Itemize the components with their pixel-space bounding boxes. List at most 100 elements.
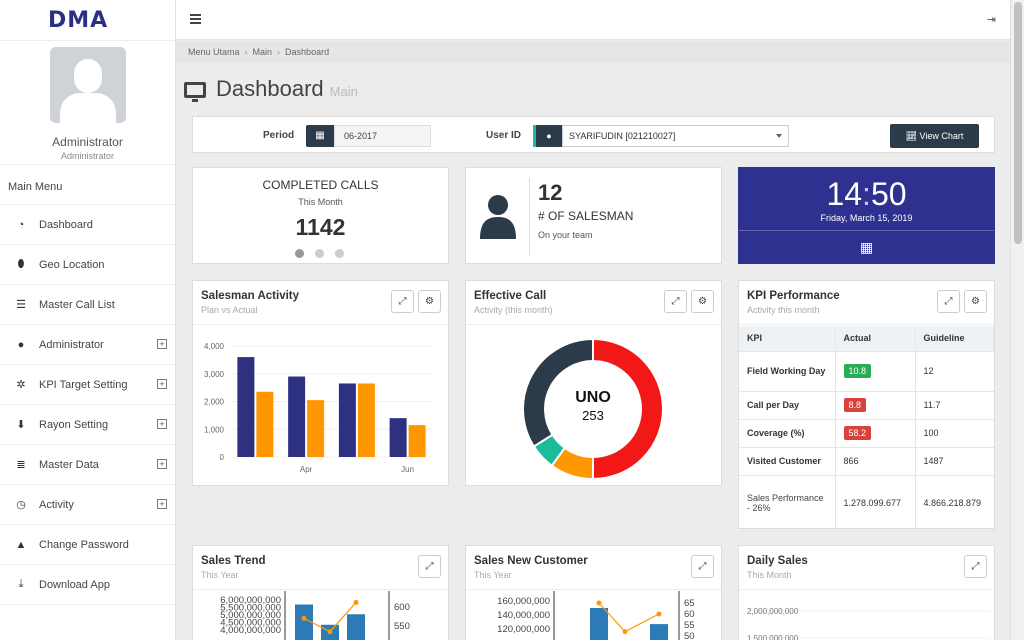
page-scrollbar[interactable] — [1010, 0, 1024, 640]
bar — [256, 391, 274, 457]
panel-title: Salesman Activity — [201, 290, 300, 302]
expand-plus-icon[interactable]: + — [157, 339, 167, 349]
kpi-name: Sales Performance - 26% — [739, 475, 836, 532]
breadcrumb-item[interactable]: Main — [252, 47, 273, 57]
sidebar-item-dashboard[interactable]: ◔ Dashboard — [0, 205, 175, 245]
expand-icon[interactable]: ⤢ — [691, 555, 714, 578]
expand-icon[interactable]: ⤢ — [964, 555, 987, 578]
carousel-dot[interactable] — [295, 249, 304, 258]
donut-center-title: UNO — [575, 389, 611, 406]
sidebar-item-label: Activity — [39, 498, 74, 511]
sidebar-item-master-call-list[interactable]: ☰ Master Call List — [0, 285, 175, 325]
expand-icon[interactable]: ⤢ — [418, 555, 441, 578]
expand-icon[interactable]: ⤢ — [937, 290, 960, 313]
breadcrumb: Menu Utama › Main › Dashboard — [176, 41, 1010, 63]
sidebar-item-administrator[interactable]: ● Administrator + — [0, 325, 175, 365]
kpi-guideline: 4.866.218.879 — [915, 475, 994, 532]
salesman-activity-chart: 0 1,000 2,000 3,000 4,000 Apr Jun — [204, 342, 433, 474]
kpi-actual-badge: 58.2 — [843, 426, 872, 440]
sidebar-item-label: Dashboard — [39, 218, 93, 231]
y2-tick-label: 50 — [684, 631, 695, 640]
series-point — [622, 629, 628, 635]
kpi-name: Coverage (%) — [739, 419, 836, 448]
donut-slice — [522, 337, 594, 448]
calendar-icon[interactable]: ▦ — [859, 239, 874, 255]
y-tick-label: 120,000,000 — [497, 624, 550, 635]
kpi-name: Call per Day — [739, 391, 836, 420]
donut-slice — [592, 337, 664, 481]
y-tick-label: 160,000,000 — [497, 596, 550, 607]
kpi-actual-badge: 10.8 — [843, 364, 872, 378]
top-bar: ⇥ — [176, 0, 1010, 40]
pin-icon: ⬇ — [16, 419, 26, 431]
gear-icon[interactable]: ⚙ — [964, 290, 987, 313]
expand-plus-icon[interactable]: + — [157, 459, 167, 469]
kpi-actual: 58.2 — [835, 419, 916, 448]
sidebar-item-label: Geo Location — [39, 258, 105, 271]
kpi-performance-panel: KPI Performance Activity this month ⤢ ⚙ … — [738, 280, 995, 532]
expand-icon[interactable]: ⤢ — [391, 290, 414, 313]
bar — [357, 383, 375, 457]
kpi-name: Visited Customer — [739, 447, 836, 476]
kpi-row: Visited Customer 866 1487 — [739, 447, 994, 476]
cogs-icon: ✲ — [16, 379, 26, 391]
panel-subtitle: Activity (this month) — [474, 305, 553, 315]
expand-plus-icon[interactable]: + — [157, 379, 167, 389]
sidebar-item-label: Master Data — [39, 458, 99, 471]
sidebar-item-master-data[interactable]: ≣ Master Data + — [0, 445, 175, 485]
salesman-activity-panel: Salesman Activity Plan vs Actual ⤢ ⚙ 0 1,… — [192, 280, 449, 486]
logout-icon[interactable]: ⇥ — [986, 14, 996, 26]
series-point — [327, 629, 333, 635]
sidebar: DMA Administrator Administrator Main Men… — [0, 0, 176, 640]
sidebar-item-geo-location[interactable]: ⬮ Geo Location — [0, 245, 175, 285]
kpi-header: Guideline — [915, 326, 994, 352]
carousel-dot[interactable] — [335, 249, 344, 258]
monitor-icon — [184, 82, 206, 102]
series-point — [353, 599, 359, 605]
expand-icon[interactable]: ⤢ — [664, 290, 687, 313]
expand-plus-icon[interactable]: + — [157, 499, 167, 509]
gear-icon[interactable]: ⚙ — [418, 290, 441, 313]
sales-new-customer-chart: 120,000,000 140,000,000 160,000,000 5055606… — [497, 591, 695, 640]
sidebar-item-download-app[interactable]: ⤓ Download App — [0, 565, 175, 605]
breadcrumb-item: Dashboard — [285, 47, 330, 57]
hamburger-menu-icon[interactable] — [190, 14, 201, 24]
user-profile: Administrator Administrator — [0, 40, 175, 165]
expand-plus-icon[interactable]: + — [157, 419, 167, 429]
y-tick-label: 140,000,000 — [497, 610, 550, 621]
clock-card: 14:50 Friday, March 15, 2019 ▦ — [738, 167, 995, 264]
scrollbar-thumb[interactable] — [1014, 2, 1022, 244]
salesman-count-value: 12 — [538, 180, 563, 205]
y-tick-label: 5,500,000,000 — [220, 603, 281, 614]
sidebar-item-activity[interactable]: ◷ Activity + — [0, 485, 175, 525]
sidebar-item-label: Download App — [39, 578, 110, 591]
kpi-actual: 8.8 — [835, 391, 916, 420]
clock-minutes: 50 — [870, 176, 907, 212]
gear-icon[interactable]: ⚙ — [691, 290, 714, 313]
panel-subtitle: This Year — [201, 570, 239, 580]
panel-title: Effective Call — [474, 290, 547, 302]
chart-icon: 📈︎ — [905, 131, 918, 141]
y-tick-label: 6,000,000,000 — [220, 595, 281, 606]
menu-title: Main Menu — [0, 165, 175, 205]
period-input[interactable]: 06-2017 — [334, 125, 431, 147]
user-id-select[interactable]: SYARIFUDIN [021210027] — [562, 125, 789, 147]
chevron-down-icon — [776, 134, 782, 138]
bar — [650, 624, 668, 640]
kpi-name: Field Working Day — [739, 351, 836, 392]
carousel-dot[interactable] — [315, 249, 324, 258]
kpi-actual-badge: 8.8 — [843, 398, 867, 412]
calendar-icon[interactable]: ▦ — [306, 125, 334, 147]
app-logo[interactable]: DMA — [0, 0, 175, 40]
breadcrumb-item[interactable]: Menu Utama — [188, 47, 240, 57]
kpi-actual: 1.278.099.677 — [835, 475, 916, 532]
view-chart-button[interactable]: 📈︎ View Chart — [890, 124, 979, 148]
database-icon: ≣ — [16, 459, 26, 471]
salesman-count-card: 12 # OF SALESMAN On your team — [465, 167, 722, 264]
sidebar-item-change-password[interactable]: ▲ Change Password — [0, 525, 175, 565]
panel-title: KPI Performance — [747, 290, 840, 302]
clock-date: Friday, March 15, 2019 — [820, 213, 913, 223]
sidebar-item-kpi-target-setting[interactable]: ✲ KPI Target Setting + — [0, 365, 175, 405]
sidebar-item-rayon-setting[interactable]: ⬇ Rayon Setting + — [0, 405, 175, 445]
clock-time: 14:50 — [826, 176, 907, 212]
